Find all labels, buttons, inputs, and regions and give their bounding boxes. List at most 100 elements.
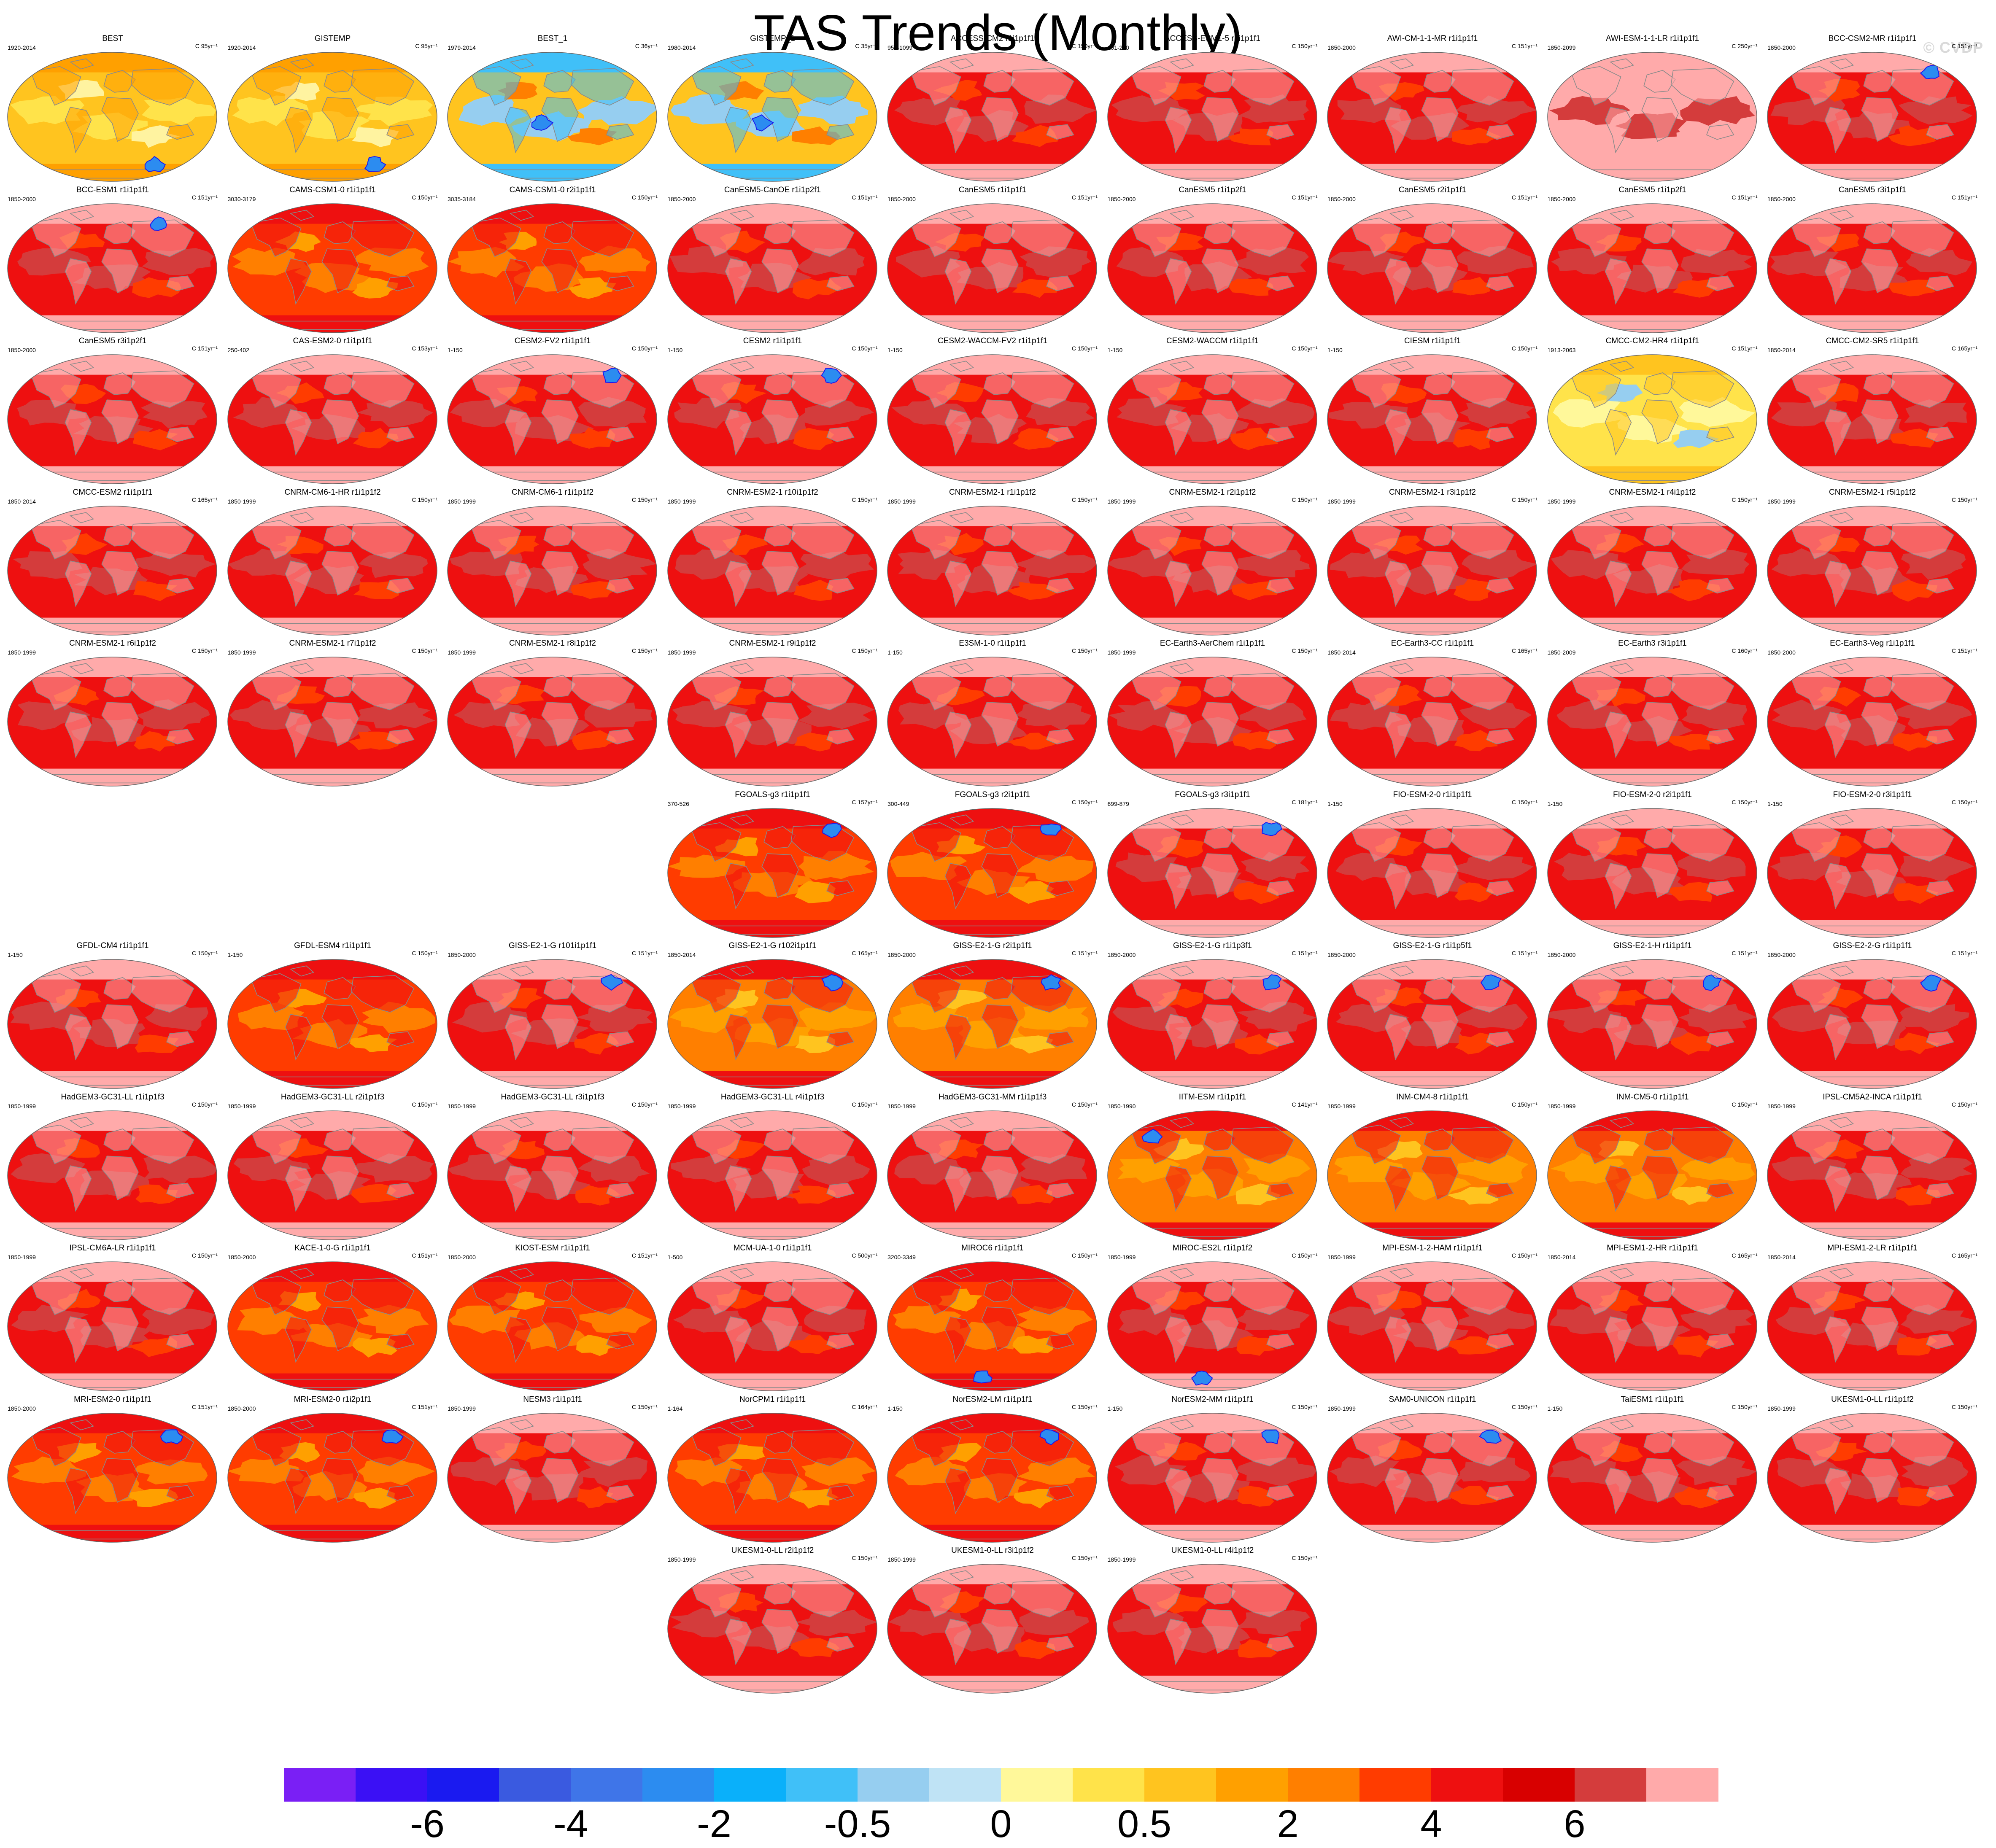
map-panel: CanESM5 r1i1p2f1 1850-2000 C 151yr⁻¹ — [1543, 185, 1763, 337]
panel-trend-units: C 181yr⁻¹ — [1292, 798, 1318, 805]
polar-band — [8, 657, 217, 677]
trend-contour-region — [1240, 851, 1310, 881]
map-panel: CNRM-CM6-1 r1i1p1f2 1850-1999 C 150yr⁻¹ — [442, 488, 663, 639]
trend-contour-region — [355, 247, 429, 277]
map-panel: NorCPM1 r1i1p1f1 1-164 C 164yr⁻¹ — [663, 1395, 883, 1546]
map-panel: GISTEMP 1920-2014 C 95yr⁻¹ — [223, 34, 443, 186]
panel-trend-units: C 151yr⁻¹ — [1951, 950, 1977, 956]
polar-band — [1107, 1564, 1317, 1584]
panel-trend-units: C 151yr⁻¹ — [1511, 950, 1537, 956]
map-boundary — [1767, 808, 1977, 938]
map-panel: MIROC-ES2L r1i1p1f2 1850-1999 C 150yr⁻¹ — [1103, 1243, 1323, 1395]
colorbar — [284, 1768, 1718, 1802]
map-panel: KACE-1-0-G r1i1p1f1 1850-2000 C 151yr⁻¹ — [223, 1243, 443, 1395]
map-panel: MRI-ESM2-0 r1i1p1f1 1850-2000 C 151yr⁻¹ — [3, 1395, 223, 1546]
trend-map — [1547, 1412, 1757, 1543]
trend-map — [227, 959, 437, 1089]
map-panel: AWI-ESM-1-1-LR r1i1p1f1 1850-2099 C 250yr⁻… — [1543, 34, 1763, 186]
polar-band — [448, 657, 657, 677]
map-panel: FGOALS-g3 r2i1p1f1 300-449 C 150yr⁻¹ — [882, 790, 1103, 942]
map-panel: FGOALS-g3 r3i1p1f1 699-879 C 181yr⁻¹ — [1103, 790, 1323, 942]
cold-anomaly-region — [381, 1429, 404, 1444]
panel-title: MPI-ESM1-2-LR r1i1p1f1 — [1827, 1244, 1918, 1253]
continent-outlines — [1790, 58, 1954, 179]
panel-title: CNRM-ESM2-1 r4i1p1f2 — [1609, 488, 1696, 497]
trend-contour-region — [1594, 81, 1642, 102]
map-panel: CanESM5 r1i1p1f1 1850-2000 C 151yr⁻¹ — [882, 185, 1103, 337]
trend-map — [7, 52, 217, 182]
panel-trend-units: C 151yr⁻¹ — [1732, 345, 1758, 352]
panel-trend-units: C 150yr⁻¹ — [1511, 496, 1537, 503]
panel-year-range: 1850-1999 — [887, 1556, 916, 1563]
trend-contour-region — [1012, 1335, 1053, 1354]
trend-map — [887, 1110, 1097, 1240]
panel-trend-units: C 150yr⁻¹ — [1292, 647, 1318, 654]
trend-map — [7, 1261, 217, 1391]
panel-year-range: 1850-1999 — [1547, 1102, 1576, 1110]
trend-map — [227, 1261, 437, 1391]
continent-outlines — [1350, 361, 1514, 481]
panel-year-range: 1850-2000 — [1767, 649, 1796, 656]
panel-year-range: 1850-2000 — [1547, 951, 1576, 958]
panel-year-range: 3200-3349 — [887, 1254, 916, 1261]
cold-anomaly-region — [1191, 1370, 1213, 1386]
trend-map — [7, 1412, 217, 1543]
continent-outlines — [250, 965, 415, 1086]
trend-map — [667, 354, 877, 484]
trend-contour-region — [1672, 279, 1718, 298]
panel-title: CNRM-ESM2-1 r7i1p1f2 — [289, 639, 376, 648]
continent-outlines — [690, 361, 855, 481]
polar-band — [887, 355, 1097, 375]
panel-year-range: 1-500 — [667, 1254, 683, 1261]
colorbar-swatch — [1359, 1768, 1432, 1802]
continent-outlines — [1570, 361, 1734, 481]
continent-outlines — [1350, 965, 1514, 1086]
panel-title: CNRM-ESM2-1 r10i1p1f2 — [727, 488, 818, 497]
trend-contour-region — [142, 97, 216, 126]
trend-contour-region — [273, 81, 320, 101]
trend-contour-region — [356, 702, 435, 729]
map-boundary — [887, 1110, 1097, 1240]
map-boundary — [7, 1412, 217, 1543]
polar-band — [887, 506, 1097, 526]
panel-year-range: 1-150 — [887, 347, 903, 353]
cold-anomaly-region — [1480, 974, 1502, 990]
polar-band — [1767, 808, 1977, 829]
panel-year-range: 1850-1999 — [1327, 1102, 1356, 1110]
map-panel: MPI-ESM1-2-LR r1i1p1f1 1850-2014 C 165yr⁻¹ — [1762, 1243, 1983, 1395]
trend-contour-region — [449, 1305, 525, 1334]
map-boundary — [227, 1412, 437, 1543]
trend-contour-region — [129, 1489, 178, 1507]
panel-year-range: 1850-1999 — [1547, 498, 1576, 505]
panel-trend-units: C 151yr⁻¹ — [192, 1403, 218, 1410]
panel-title: MRI-ESM2-0 r1i1p1f1 — [74, 1395, 151, 1404]
continent-outlines — [1570, 1116, 1734, 1237]
map-panel: CNRM-ESM2-1 r10i1p1f2 1850-1999 C 150yr⁻¹ — [663, 488, 883, 639]
trend-contour-region — [576, 1457, 648, 1487]
trend-map — [1327, 354, 1537, 484]
map-panel: CanESM5 r1i1p2f1 1850-2000 C 151yr⁻¹ — [1103, 185, 1323, 337]
figure-title: TAS Trends (Monthly) — [753, 5, 1243, 61]
polar-band — [8, 52, 217, 73]
panel-year-range: 1850-1999 — [448, 1405, 476, 1412]
trend-contour-region — [1014, 1639, 1055, 1659]
trend-contour-region — [1236, 1336, 1275, 1356]
trend-map — [7, 203, 217, 333]
panel-trend-units: C 150yr⁻¹ — [1732, 1101, 1758, 1108]
polar-band — [887, 1262, 1097, 1282]
panel-year-range: 1-150 — [1327, 347, 1343, 353]
trend-contour-region — [350, 1034, 397, 1052]
trend-contour-region — [1008, 733, 1061, 750]
map-panel: BCC-ESM1 r1i1p1f1 1850-2000 C 151yr⁻¹ — [3, 185, 223, 337]
panel-year-range: 1850-1999 — [1767, 498, 1796, 505]
trend-contour-region — [798, 1002, 876, 1031]
trend-contour-region — [798, 703, 874, 729]
continent-outlines — [1790, 1419, 1954, 1539]
polar-band — [667, 808, 877, 829]
map-boundary — [7, 1261, 217, 1391]
map-boundary — [1327, 808, 1537, 938]
trend-contour-region — [1459, 1455, 1531, 1482]
trend-map — [1327, 505, 1537, 636]
panel-year-range: 1850-2000 — [227, 1405, 256, 1412]
polar-band — [1327, 657, 1537, 677]
